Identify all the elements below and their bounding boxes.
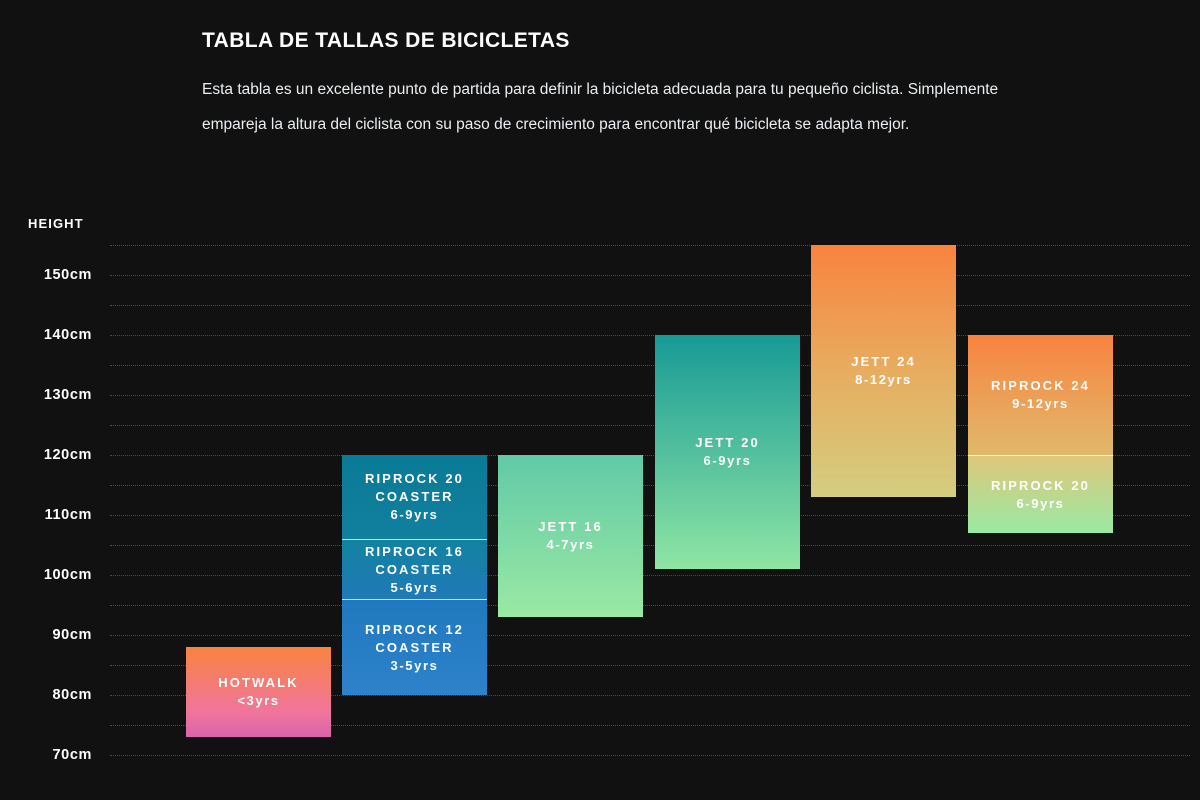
bar-segment-label: RIPROCK 20 COASTER — [364, 471, 465, 504]
gridline — [110, 335, 1190, 336]
gridline — [110, 305, 1190, 306]
bar-segment[interactable]: JETT 24 8-12yrs — [811, 245, 956, 497]
y-axis-title: HEIGHT — [28, 216, 84, 231]
bar-jett-16[interactable]: JETT 16 4-7yrs — [498, 455, 643, 617]
bar-segment[interactable]: RIPROCK 20 COASTER 6-9yrs — [342, 455, 487, 539]
gridline — [110, 755, 1190, 756]
bar-segment-label: HOTWALK — [218, 675, 299, 690]
bar-segment-age-range: <3yrs — [237, 693, 280, 708]
gridline — [110, 665, 1190, 666]
gridline — [110, 605, 1190, 606]
bar-riprock-stack[interactable]: RIPROCK 24 9-12yrs RIPROCK 20 6-9yrs — [968, 335, 1113, 533]
header: TABLA DE TALLAS DE BICICLETAS Esta tabla… — [202, 26, 1002, 142]
bar-segment-label: RIPROCK 12 COASTER — [364, 621, 465, 655]
gridline — [110, 275, 1190, 276]
gridline — [110, 515, 1190, 516]
bar-segment-label: JETT 16 — [538, 519, 603, 534]
gridline — [110, 365, 1190, 366]
gridline — [110, 635, 1190, 636]
y-axis-tick-label: 100cm — [43, 567, 92, 583]
bar-segment[interactable]: JETT 20 6-9yrs — [655, 335, 800, 569]
y-axis-tick-label: 80cm — [52, 687, 92, 703]
y-axis-tick-label: 150cm — [43, 267, 92, 283]
gridline — [110, 695, 1190, 696]
gridline — [110, 395, 1190, 396]
bar-segment-label: RIPROCK 16 COASTER — [364, 543, 465, 577]
plot-area: HOTWALK <3yrs RIPROCK 20 COASTER 6-9yrs RIPR… — [110, 245, 1190, 785]
bar-hotwalk[interactable]: HOTWALK <3yrs — [186, 647, 331, 737]
bar-segment-label: RIPROCK 20 — [990, 477, 1091, 493]
bar-segment-age-range: 8-12yrs — [855, 372, 912, 387]
bar-segment[interactable]: HOTWALK <3yrs — [186, 647, 331, 737]
page-title: TABLA DE TALLAS DE BICICLETAS — [202, 29, 570, 52]
gridline — [110, 425, 1190, 426]
bar-segment-age-range: 3-5yrs — [390, 657, 439, 673]
gridline — [110, 725, 1190, 726]
bar-segment-age-range: 6-9yrs — [1016, 495, 1065, 511]
bar-segment-age-range: 6-9yrs — [390, 507, 439, 522]
bar-segment[interactable]: JETT 16 4-7yrs — [498, 455, 643, 617]
gridline — [110, 485, 1190, 486]
bar-segment-label: RIPROCK 24 — [990, 378, 1091, 393]
y-axis-tick-label: 140cm — [43, 327, 92, 343]
gridline — [110, 545, 1190, 546]
gridline — [110, 245, 1190, 246]
bar-jett-24[interactable]: JETT 24 8-12yrs — [811, 245, 956, 497]
bar-segment-age-range: 6-9yrs — [703, 453, 752, 468]
y-axis-tick-label: 120cm — [43, 447, 92, 463]
bar-segment[interactable]: RIPROCK 24 9-12yrs — [968, 335, 1113, 455]
y-axis-tick-label: 90cm — [52, 627, 92, 643]
y-axis-tick-label: 110cm — [44, 507, 92, 523]
bar-segment[interactable]: RIPROCK 16 COASTER 5-6yrs — [342, 539, 487, 599]
bar-segment-age-range: 9-12yrs — [1012, 396, 1069, 411]
bar-segment-label: JETT 20 — [695, 435, 760, 450]
intro-paragraph: Esta tabla es un excelente punto de part… — [202, 81, 999, 133]
gridline — [110, 575, 1190, 576]
bar-segment-label: JETT 24 — [851, 354, 916, 369]
bar-segment[interactable]: RIPROCK 20 6-9yrs — [968, 455, 1113, 533]
bar-segment-age-range: 4-7yrs — [546, 537, 595, 552]
gridline — [110, 455, 1190, 456]
bar-segment-age-range: 5-6yrs — [390, 579, 439, 595]
bar-jett-20[interactable]: JETT 20 6-9yrs — [655, 335, 800, 569]
bar-riprock-coaster-stack[interactable]: RIPROCK 20 COASTER 6-9yrs RIPROCK 16 COAST… — [342, 455, 487, 695]
bar-segment[interactable]: RIPROCK 12 COASTER 3-5yrs — [342, 599, 487, 695]
y-axis-tick-label: 70cm — [52, 747, 92, 763]
y-axis-tick-label: 130cm — [43, 387, 92, 403]
